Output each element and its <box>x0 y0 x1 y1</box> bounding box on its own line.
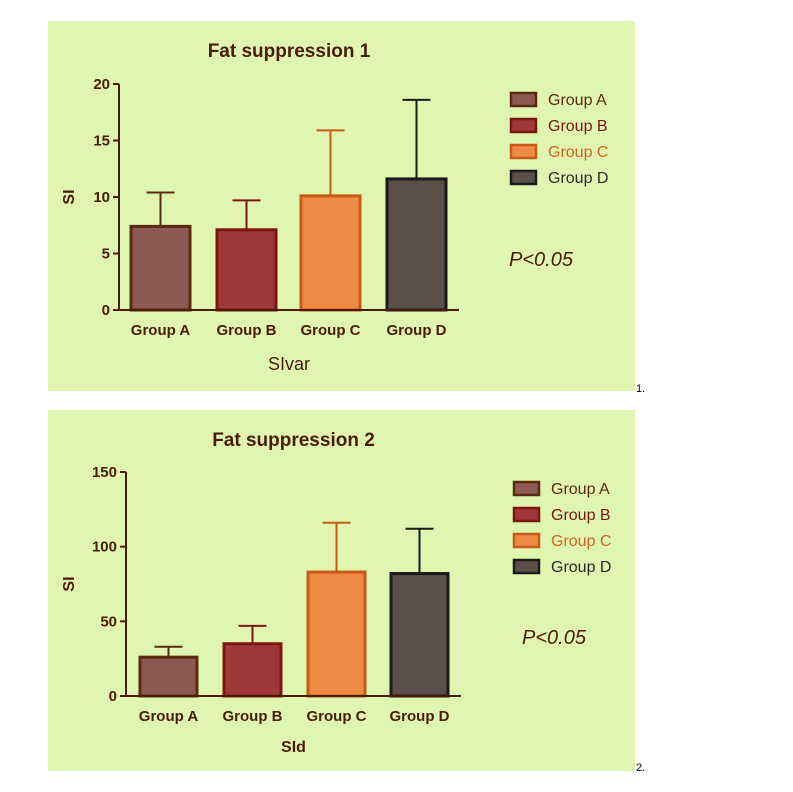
x-tick-label-group-a: Group A <box>139 708 199 725</box>
chart-2: Fat suppression 2 Group A Group B Group C Gr… <box>61 430 611 756</box>
x-tick-label-group-c: Group C <box>307 708 367 725</box>
x-tick-label-group-a: Group A <box>131 322 191 339</box>
y-tick-label-20: 20 <box>93 76 110 93</box>
y-axis-label-1: SI <box>61 189 78 204</box>
legend-label-group-c: Group C <box>551 533 611 550</box>
chart-title-2: Fat suppression 2 <box>212 430 375 451</box>
legend-label-group-d: Group D <box>548 170 608 187</box>
figure-label-1: 1. <box>636 383 646 395</box>
legend-label-group-b: Group B <box>551 507 611 524</box>
x-axis-label-2: SId <box>281 739 306 756</box>
y-tick-label-10: 10 <box>93 189 110 206</box>
figure-label-2: 2. <box>636 762 646 774</box>
legend-swatch-group-c <box>512 532 541 549</box>
bar-group-c <box>306 570 367 698</box>
x-tick-label-group-d: Group D <box>390 708 450 725</box>
y-axis-label-2: SI <box>61 576 78 591</box>
bar-group-b <box>215 228 278 312</box>
legend-label-group-a: Group A <box>551 481 610 498</box>
legend-swatch-group-a <box>509 91 538 108</box>
legend-swatch-group-c <box>509 143 538 160</box>
chart-1: Fat suppression 1 Group A Group B Group C Gr… <box>61 41 608 374</box>
y-tick-label-150: 150 <box>92 464 117 481</box>
legend-swatch-group-d <box>512 558 541 575</box>
chart-title-1: Fat suppression 1 <box>208 41 371 62</box>
legend-swatch-group-d <box>509 169 538 186</box>
legend-label-group-d: Group D <box>551 559 611 576</box>
x-axis-label-1: SIvar <box>268 354 310 374</box>
x-tick-label-group-b: Group B <box>217 322 277 339</box>
bar-group-b <box>222 642 283 698</box>
bar-group-d <box>385 177 448 312</box>
x-tick-label-group-d: Group D <box>387 322 447 339</box>
legend-swatch-group-a <box>512 480 541 497</box>
y-tick-label-50: 50 <box>100 613 117 630</box>
legend-swatch-group-b <box>509 117 538 134</box>
legend-label-group-c: Group C <box>548 144 608 161</box>
chart-panel-1: Fat suppression 1 Group A Group B Group C Gr… <box>48 21 635 391</box>
legend-swatch-group-b <box>512 506 541 523</box>
x-tick-label-group-c: Group C <box>301 322 361 339</box>
p-value-annotation-2: P<0.05 <box>522 627 587 649</box>
y-tick-label-5: 5 <box>102 246 110 263</box>
legend-label-group-b: Group B <box>548 118 608 135</box>
chart-panel-2: Fat suppression 2 Group A Group B Group C Gr… <box>48 410 635 771</box>
bar-group-d <box>389 572 450 698</box>
bar-group-a <box>138 655 199 698</box>
bar-group-c <box>299 194 362 312</box>
y-tick-label-0: 0 <box>102 302 110 319</box>
x-tick-label-group-b: Group B <box>223 708 283 725</box>
y-tick-label-100: 100 <box>92 539 117 556</box>
bar-group-a <box>129 224 192 312</box>
y-tick-label-0: 0 <box>109 688 117 705</box>
y-tick-label-15: 15 <box>93 133 110 150</box>
p-value-annotation-1: P<0.05 <box>509 249 574 271</box>
legend-label-group-a: Group A <box>548 92 607 109</box>
